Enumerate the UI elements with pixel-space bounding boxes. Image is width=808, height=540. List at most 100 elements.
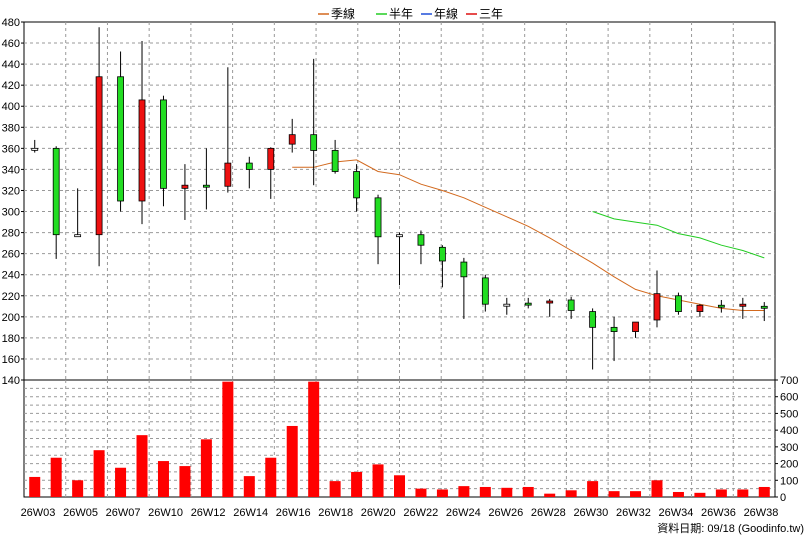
volume-bar	[436, 489, 448, 497]
price-tick-label: 200	[2, 312, 20, 324]
candle	[117, 51, 124, 212]
volume-tick-label: 600	[780, 392, 798, 404]
volume-bar	[651, 480, 663, 497]
candle-body	[546, 300, 554, 304]
candle-body	[310, 134, 318, 151]
candle	[288, 118, 296, 153]
candle-body	[739, 303, 747, 307]
volume-bar	[351, 471, 363, 497]
volume-bars	[29, 381, 770, 497]
candle-body	[267, 147, 275, 170]
ma-half-year-line	[592, 211, 765, 259]
x-tick-label: 26W22	[403, 507, 438, 519]
volume-tick-label: 200	[780, 459, 798, 471]
volume-bar	[222, 381, 234, 497]
price-tick-label: 260	[2, 249, 20, 261]
volume-tick-label: 0	[780, 492, 786, 504]
candle	[310, 58, 318, 186]
candle	[653, 270, 661, 328]
candle-body	[675, 295, 682, 312]
price-tick-label: 320	[2, 185, 20, 197]
volume-bar	[608, 491, 620, 497]
candle-body	[52, 147, 60, 236]
legend-item: 三年	[466, 7, 503, 21]
price-panel: 140 160 180 200 220 240 260 280 300 320 340 360 380 4…	[2, 17, 776, 387]
candle	[717, 299, 725, 313]
candle-body	[160, 99, 167, 189]
candle-body	[610, 326, 618, 332]
volume-bar	[115, 467, 127, 497]
candle	[374, 194, 382, 265]
volume-tick-label: 500	[780, 408, 798, 420]
candle-body	[181, 184, 189, 189]
candle-body	[503, 303, 511, 307]
candle	[202, 148, 210, 210]
price-tick-label: 160	[2, 354, 20, 366]
candle	[160, 95, 167, 207]
candles	[31, 27, 768, 370]
volume-bar	[479, 486, 491, 497]
x-tick-label: 26W38	[744, 507, 779, 519]
candle-body	[717, 304, 725, 308]
legend-item: 年線	[421, 6, 458, 21]
volume-bar	[394, 475, 405, 497]
candle	[138, 40, 146, 225]
legend-item: 半年	[376, 7, 413, 21]
candle-body	[353, 171, 360, 199]
candle-body	[567, 299, 575, 311]
volume-bar	[587, 481, 599, 497]
volume-bar	[157, 461, 169, 497]
candle	[760, 302, 768, 322]
volume-bar	[737, 489, 749, 497]
legend-label: 三年	[479, 7, 503, 21]
x-tick-label: 26W07	[106, 507, 141, 519]
volume-panel: 0 100 200 300 400 500 600 700	[23, 375, 798, 504]
ma-season-line	[292, 159, 765, 311]
candle	[95, 27, 103, 267]
volume-bar	[565, 490, 577, 497]
candle	[610, 316, 618, 362]
candle	[353, 164, 360, 212]
candle	[739, 297, 747, 319]
x-tick-label: 26W34	[659, 507, 694, 519]
moving-average-lines	[292, 159, 765, 311]
legend-item: 季線	[318, 6, 355, 21]
candle-body	[31, 147, 39, 151]
candle	[503, 297, 511, 315]
candle-body	[74, 234, 82, 238]
volume-bar	[501, 487, 513, 497]
volume-bar	[179, 466, 191, 497]
candle	[52, 146, 60, 259]
candle	[331, 139, 339, 174]
volume-bar	[522, 486, 534, 497]
x-tick-label: 26W26	[488, 507, 523, 519]
candle-body	[439, 246, 446, 262]
candle-body	[417, 234, 425, 246]
candle-body	[481, 277, 489, 305]
volume-bar	[200, 439, 212, 497]
price-tick-label: 240	[2, 270, 20, 282]
legend-label: 季線	[331, 6, 355, 21]
candle	[396, 232, 403, 286]
candle	[481, 274, 489, 312]
candle-body	[460, 261, 468, 278]
volume-bar	[544, 493, 556, 497]
x-tick-label: 26W36	[701, 507, 736, 519]
volume-tick-label: 400	[780, 425, 798, 437]
candle	[524, 297, 532, 309]
candle-body	[760, 305, 768, 309]
volume-bar	[29, 476, 41, 497]
candle	[675, 292, 682, 315]
price-tick-label: 420	[2, 80, 20, 92]
candle	[696, 304, 704, 317]
volume-bar	[93, 450, 105, 497]
candle-body	[653, 293, 661, 321]
volume-tick-label: 300	[780, 442, 798, 454]
candle	[439, 245, 446, 288]
price-tick-label: 220	[2, 291, 20, 303]
candle-body	[117, 76, 124, 202]
candle-body	[245, 162, 253, 170]
volume-bar	[458, 486, 470, 497]
data-date-footer: 資料日期: 09/18 (Goodinfo.tw)	[657, 521, 804, 535]
